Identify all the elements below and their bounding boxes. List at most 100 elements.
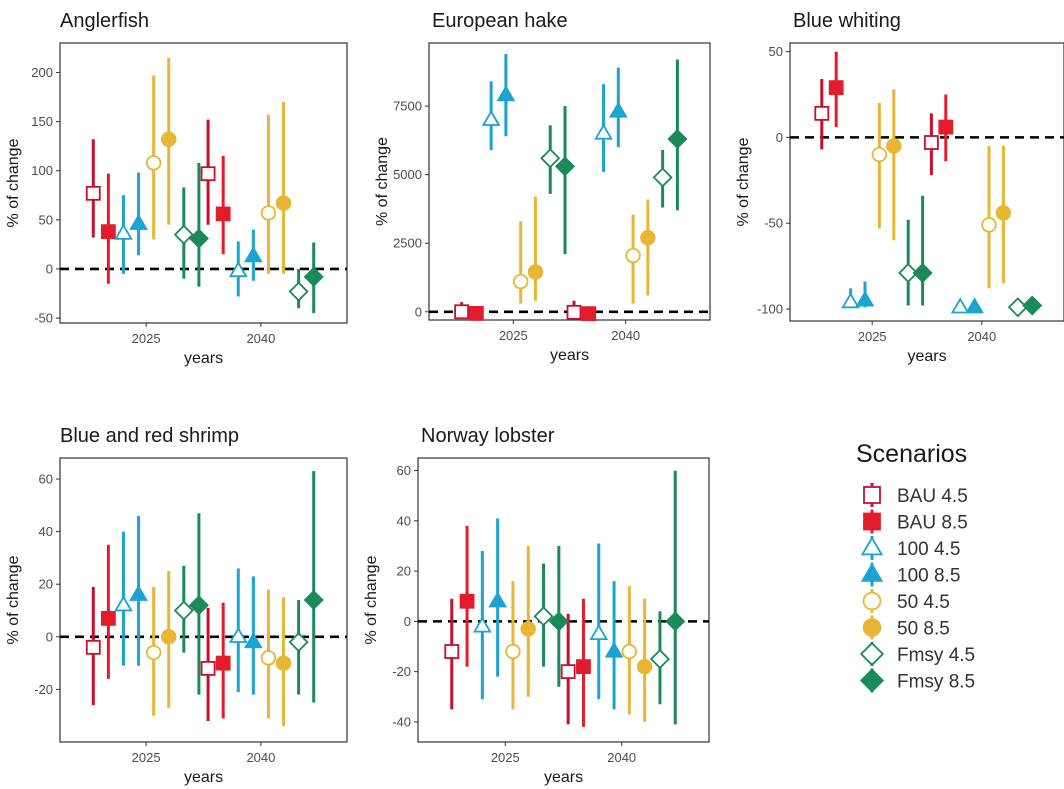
- series-50-4-5: [871, 103, 997, 289]
- data-point: [260, 205, 277, 221]
- legend-key: [860, 562, 884, 582]
- x-tick-label: 2025: [499, 328, 528, 343]
- y-tick-label: -20: [34, 682, 53, 697]
- data-point: [496, 85, 516, 102]
- y-tick-label: 0: [776, 130, 783, 145]
- y-tick-label: 40: [39, 524, 53, 539]
- y-tick-label: 0: [415, 304, 422, 319]
- data-point: [188, 595, 209, 616]
- data-point: [594, 123, 613, 140]
- legend-item-bau-8-5: BAU 8.5: [863, 509, 968, 534]
- data-point: [814, 105, 830, 121]
- plot-frame: [59, 42, 348, 324]
- panel-title: Blue and red shrimp: [60, 425, 239, 447]
- series-100-8-5: [855, 281, 984, 314]
- data-point: [640, 229, 656, 246]
- data-point: [560, 664, 576, 680]
- series-50-8-5: [527, 196, 656, 301]
- series-bau-4-5: [454, 300, 582, 320]
- data-point: [188, 228, 209, 249]
- legend-item-50-8-5: 50 8.5: [862, 615, 950, 640]
- data-point: [114, 223, 133, 240]
- series-fmsy-8-5: [188, 471, 324, 703]
- data-point: [505, 643, 521, 660]
- data-point: [912, 262, 933, 283]
- data-point: [454, 304, 469, 320]
- data-point: [512, 273, 529, 290]
- legend-title: Scenarios: [856, 440, 967, 468]
- legend-label: BAU 4.5: [897, 486, 968, 507]
- legend-key: [859, 641, 885, 667]
- y-tick-label: 40: [397, 513, 411, 528]
- data-point: [200, 166, 216, 182]
- series-100-4-5: [841, 288, 970, 314]
- data-point: [533, 606, 554, 627]
- panel-anglerfish: Anglerfish -50 0 50 100 150 200 2025 2040 years % …: [5, 10, 348, 367]
- data-point: [520, 621, 536, 637]
- data-point: [129, 213, 148, 230]
- y-tick-label: -20: [392, 664, 411, 679]
- series-50-4-5: [505, 581, 638, 715]
- panel-title: Blue whiting: [793, 10, 901, 32]
- y-axis-title: % of change: [735, 137, 752, 226]
- x-tick-label: 2040: [611, 328, 640, 343]
- data-point: [665, 611, 686, 632]
- legend-key: [863, 486, 881, 504]
- series-50-4-5: [145, 75, 277, 274]
- series-50-4-5: [512, 214, 641, 304]
- y-tick-label: 20: [397, 564, 411, 579]
- legend-key: [863, 512, 881, 531]
- x-tick-label: 2040: [246, 750, 275, 765]
- data-point: [100, 611, 116, 626]
- data-point: [604, 641, 624, 658]
- data-point: [85, 639, 101, 655]
- panel-title: Anglerfish: [60, 10, 149, 32]
- legend-key: [862, 618, 882, 637]
- series-50-8-5: [520, 545, 653, 722]
- series-100-4-5: [114, 195, 248, 297]
- panel-european-hake: European hake 0 2500 5000 7500 2025 2040 years%…: [374, 10, 711, 364]
- legend-label: 50 8.5: [897, 619, 950, 640]
- data-point: [828, 80, 844, 96]
- data-point: [527, 264, 544, 280]
- legend-key: [859, 668, 885, 693]
- series-50-4-5: [145, 586, 277, 719]
- panel-blue-whiting: Blue whiting -100 -50 0 50 2025 2040 years % of …: [735, 10, 1064, 365]
- series-100-4-5: [481, 81, 613, 172]
- x-tick-label: 2025: [491, 750, 520, 765]
- data-point: [114, 595, 133, 612]
- x-axis-title: years: [907, 348, 946, 365]
- series-bau-8-5: [828, 51, 954, 162]
- data-point: [200, 660, 216, 676]
- data-point: [173, 600, 194, 621]
- data-point: [161, 131, 177, 148]
- data-point: [625, 247, 641, 264]
- data-point: [303, 589, 324, 611]
- data-point: [275, 195, 292, 211]
- x-tick-label: 2040: [607, 750, 636, 765]
- data-point: [145, 644, 162, 661]
- legend-item-50-4-5: 50 4.5: [862, 589, 950, 613]
- series-fmsy-8-5: [912, 195, 1043, 316]
- x-tick-label: 2040: [967, 329, 996, 344]
- x-tick-label: 2025: [858, 329, 887, 344]
- x-axis-title: years: [550, 347, 589, 364]
- y-tick-label: 0: [46, 261, 53, 276]
- data-point: [303, 266, 324, 287]
- series-100-8-5: [129, 515, 263, 695]
- y-tick-label: 100: [31, 163, 53, 178]
- data-point: [488, 591, 508, 608]
- y-tick-label: 0: [404, 614, 411, 629]
- data-point: [576, 659, 591, 675]
- data-point: [965, 297, 984, 314]
- data-point: [100, 224, 116, 240]
- y-tick-label: 2500: [393, 236, 422, 251]
- y-axis-title: % of change: [363, 555, 380, 644]
- data-point: [472, 616, 492, 633]
- y-tick-label: 150: [31, 114, 53, 129]
- y-axis-title: % of change: [374, 137, 391, 226]
- y-tick-label: -100: [757, 301, 783, 316]
